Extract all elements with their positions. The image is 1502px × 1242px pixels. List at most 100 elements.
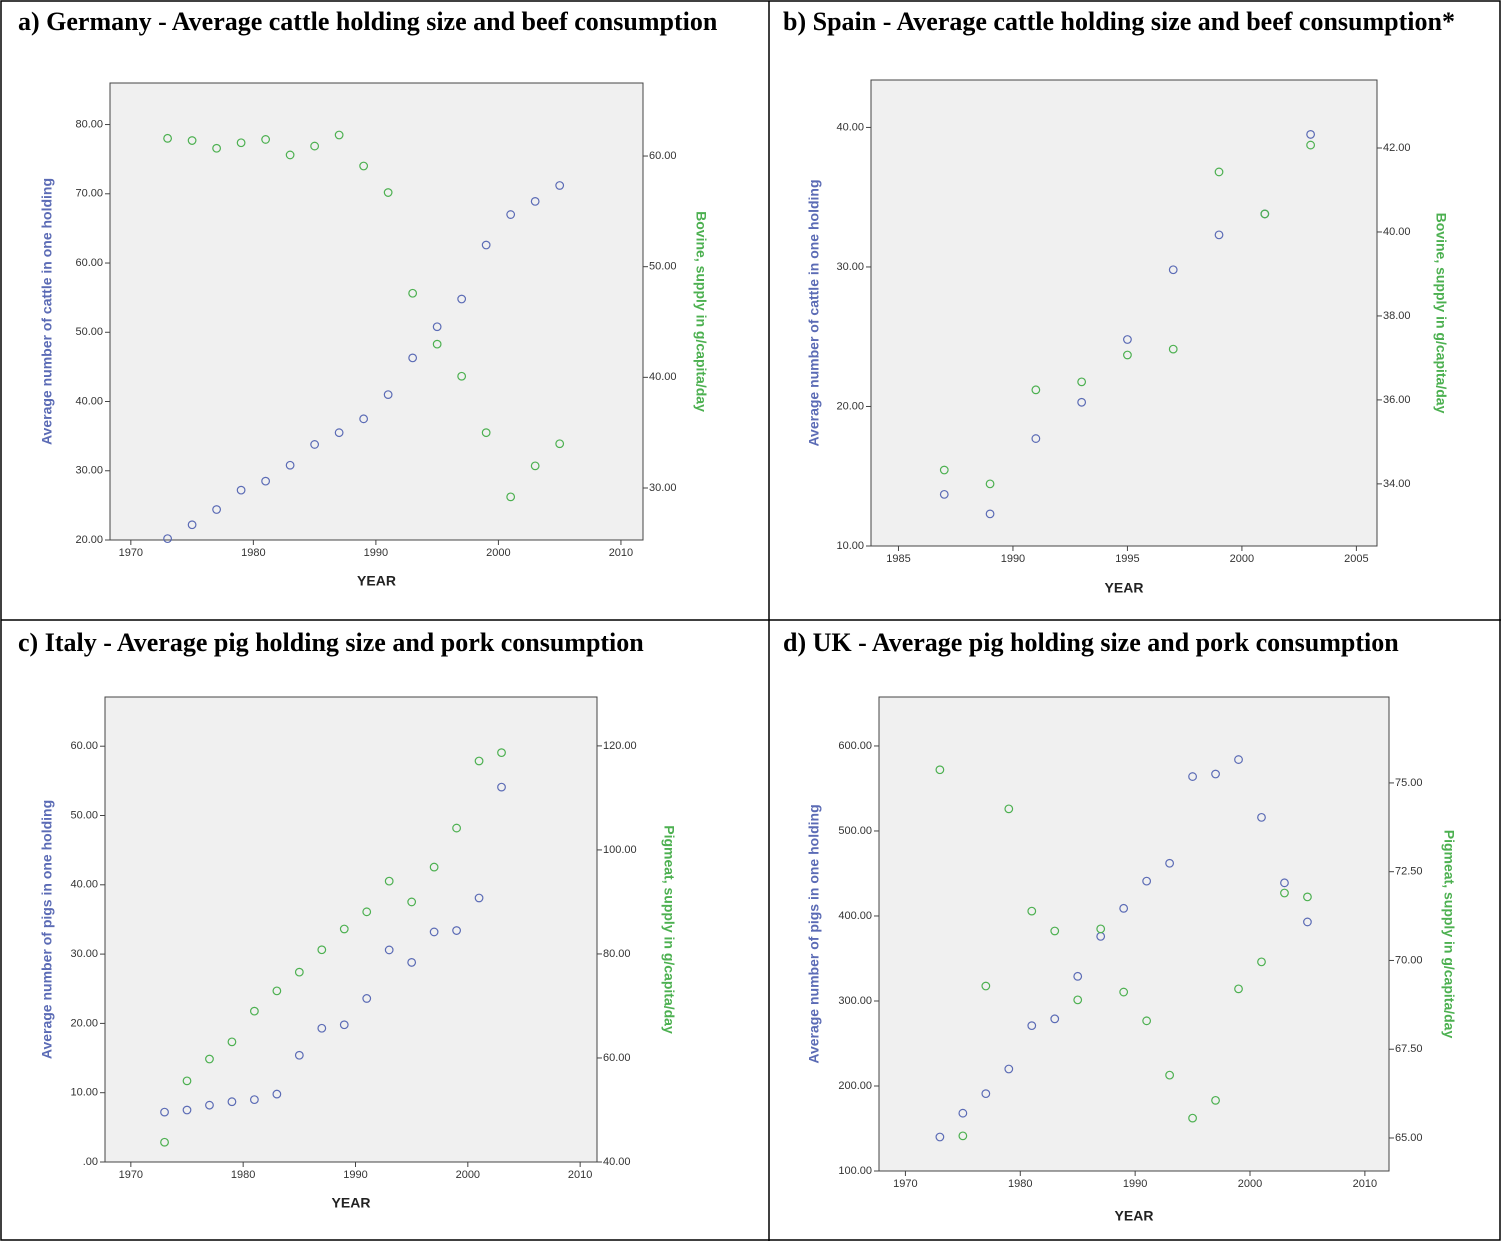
chart-title: c) Italy - Average pig holding size and … <box>18 628 644 657</box>
point <box>212 505 222 514</box>
point <box>1050 1014 1060 1024</box>
point <box>530 461 540 471</box>
x-axis-label: YEAR <box>357 573 396 589</box>
point <box>1004 1064 1014 1074</box>
point <box>227 1037 237 1047</box>
point <box>530 197 540 206</box>
point <box>1073 995 1083 1005</box>
point <box>429 927 439 937</box>
point <box>294 1050 304 1060</box>
y-tick-label: 10.00 <box>70 1087 98 1099</box>
y-axis-label: Average number of cattle in one holding <box>806 179 822 446</box>
y2-tick-label: 30.00 <box>649 482 677 494</box>
point <box>212 143 222 153</box>
y-tick-label: 500.00 <box>838 825 872 837</box>
plot-area <box>878 696 1390 1172</box>
point <box>310 440 320 449</box>
y-tick-label: 300.00 <box>838 995 872 1007</box>
point <box>384 876 394 886</box>
point <box>1077 377 1087 387</box>
point <box>317 945 327 955</box>
point <box>1165 1070 1175 1080</box>
x-tick-label: 2010 <box>1353 1178 1377 1190</box>
point <box>935 1132 945 1142</box>
y2-tick-label: 67.50 <box>1395 1043 1423 1055</box>
point <box>1123 350 1132 360</box>
point <box>555 181 565 190</box>
point <box>1234 755 1243 764</box>
point <box>1096 924 1106 934</box>
y2-tick-label: 40.00 <box>649 371 677 383</box>
point <box>935 765 945 775</box>
y2-axis-label: Pigmeat, supply in g/capita/day <box>1441 830 1457 1039</box>
x-tick-label: 2000 <box>456 1169 480 1181</box>
y2-tick-label: 60.00 <box>603 1052 631 1064</box>
point <box>1306 130 1316 139</box>
point <box>407 897 417 907</box>
x-tick-label: 1980 <box>241 547 265 559</box>
point <box>261 476 271 486</box>
x-tick-label: 1990 <box>343 1169 367 1181</box>
point <box>939 465 949 475</box>
y-tick-label: 400.00 <box>838 910 872 922</box>
y2-tick-label: 40.00 <box>603 1156 631 1168</box>
point <box>339 924 349 934</box>
point <box>1280 878 1289 888</box>
point <box>285 460 295 470</box>
point <box>1211 1095 1220 1105</box>
point <box>384 945 394 955</box>
point <box>958 1108 968 1118</box>
y-tick-label: 70.00 <box>75 188 103 200</box>
y-tick-label: 10.00 <box>836 540 864 552</box>
point <box>407 958 417 967</box>
point <box>1050 926 1060 936</box>
point <box>1165 858 1175 868</box>
point <box>981 981 991 991</box>
y-axis-label: Average number of cattle in one holding <box>39 178 55 445</box>
y-tick-label: 20.00 <box>70 1017 98 1029</box>
point <box>261 135 271 144</box>
y2-tick-label: 38.00 <box>1383 310 1411 322</box>
point <box>457 294 467 304</box>
point <box>317 1023 327 1033</box>
point <box>1188 772 1197 781</box>
y-tick-label: 30.00 <box>75 465 103 477</box>
point <box>227 1097 237 1107</box>
point <box>981 1089 991 1099</box>
point <box>182 1105 192 1115</box>
x-axis-label: YEAR <box>1105 580 1144 596</box>
point <box>182 1076 192 1086</box>
y2-tick-label: 120.00 <box>603 740 637 752</box>
y2-axis-label: Bovine, supply in g/capita/day <box>693 211 709 412</box>
point <box>285 150 295 160</box>
plot-area <box>104 696 598 1163</box>
y-tick-label: 60.00 <box>75 257 103 269</box>
y2-axis-label: Bovine, supply in g/capita/day <box>1433 213 1449 414</box>
point <box>160 1107 169 1117</box>
point <box>985 509 995 519</box>
point <box>362 907 372 917</box>
point <box>506 210 516 219</box>
y2-tick-label: 70.00 <box>1395 954 1423 966</box>
point <box>481 428 491 438</box>
y-tick-label: 200.00 <box>838 1080 872 1092</box>
point <box>1257 957 1266 967</box>
point <box>236 138 246 148</box>
y2-tick-label: 36.00 <box>1383 394 1411 406</box>
point <box>1280 888 1289 898</box>
y-tick-label: 30.00 <box>836 261 864 273</box>
x-tick-label: 2010 <box>609 547 633 559</box>
point <box>205 1100 214 1110</box>
point <box>1306 140 1316 150</box>
point <box>1214 230 1224 240</box>
point <box>334 428 344 438</box>
y-tick-label: 30.00 <box>70 948 98 960</box>
x-tick-label: 1990 <box>364 547 388 559</box>
point <box>1188 1113 1197 1123</box>
x-tick-label: 1990 <box>1123 1178 1147 1190</box>
point <box>163 133 172 143</box>
y2-tick-label: 80.00 <box>603 948 631 960</box>
y-tick-label: 80.00 <box>75 118 103 130</box>
chart-title: a) Germany - Average cattle holding size… <box>18 7 718 36</box>
